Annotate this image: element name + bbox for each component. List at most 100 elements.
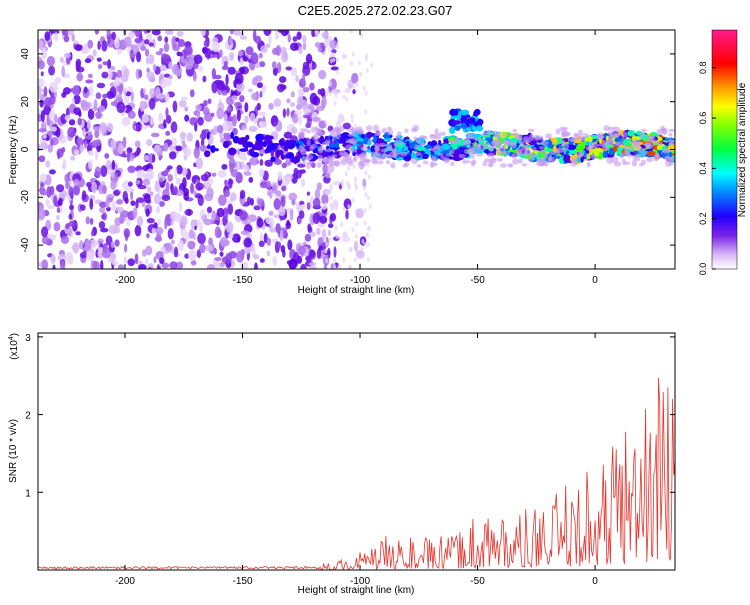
noise-blob	[250, 154, 259, 166]
signal-halo	[524, 149, 533, 156]
noise-blob	[124, 197, 129, 204]
signal-halo	[577, 129, 584, 137]
noise-blob	[91, 181, 98, 194]
noise-blob	[98, 105, 106, 113]
noise-blob	[216, 207, 225, 218]
noise-blob	[250, 197, 255, 206]
noise-blob	[285, 221, 292, 230]
signal-halo	[651, 139, 658, 146]
spectrogram-y-tick-label: 0	[20, 146, 31, 152]
signal-blob	[264, 135, 274, 141]
noise-blob	[94, 166, 102, 178]
noise-blob	[290, 67, 298, 77]
signal-halo	[306, 139, 311, 147]
burst-blob	[452, 120, 461, 125]
noise-blob	[223, 113, 228, 123]
noise-blob	[351, 72, 359, 84]
signal-halo	[365, 125, 373, 131]
noise-blob	[63, 35, 70, 43]
noise-blob	[113, 225, 121, 234]
signal-blob	[289, 143, 295, 149]
noise-blob	[123, 256, 128, 265]
noise-blob	[275, 190, 282, 197]
signal-halo	[496, 157, 503, 162]
noise-blob	[167, 228, 174, 240]
noise-blob	[159, 201, 165, 207]
signal-blob	[264, 139, 273, 145]
noise-blob	[169, 74, 173, 80]
signal-halo	[512, 152, 519, 157]
spectrogram-x-tick-label: -100	[350, 275, 370, 286]
signal-halo	[396, 131, 402, 137]
noise-blob	[113, 39, 120, 49]
signal-halo	[378, 142, 387, 148]
signal-blob	[425, 144, 431, 148]
noise-blob	[329, 195, 333, 201]
signal-halo	[403, 161, 410, 167]
noise-blob	[328, 237, 332, 243]
noise-blob	[327, 229, 332, 236]
noise-blob	[155, 226, 164, 235]
signal-halo	[473, 142, 479, 148]
signal-blob	[206, 132, 210, 140]
signal-blob	[410, 152, 417, 159]
noise-blob	[87, 108, 95, 120]
noise-blob	[76, 72, 83, 82]
noise-blob	[38, 109, 42, 115]
noise-blob	[285, 66, 293, 71]
signal-halo	[410, 127, 418, 133]
noise-blob	[173, 185, 178, 196]
signal-halo	[458, 153, 466, 159]
noise-blob	[302, 42, 307, 51]
noise-blob	[333, 246, 337, 258]
signal-halo	[642, 152, 647, 157]
noise-blob	[211, 211, 216, 222]
noise-blob	[198, 221, 203, 233]
noise-blob	[123, 88, 127, 96]
noise-blob	[206, 206, 213, 214]
snr-x-tick-label: -200	[115, 576, 135, 587]
noise-blob	[63, 52, 71, 58]
signal-blob	[237, 137, 244, 145]
noise-blob	[134, 30, 143, 38]
noise-blob	[256, 102, 261, 111]
noise-blob	[110, 170, 115, 179]
signal-halo	[422, 160, 429, 165]
noise-blob	[304, 233, 312, 242]
noise-blob	[60, 260, 66, 269]
signal-halo	[607, 131, 615, 136]
signal-blob	[441, 143, 451, 151]
noise-blob	[202, 100, 208, 107]
noise-blob	[211, 81, 218, 94]
noise-blob	[365, 53, 369, 59]
signal-halo	[573, 133, 580, 141]
noise-blob	[273, 198, 282, 210]
noise-blob	[67, 30, 75, 36]
noise-blob	[80, 99, 88, 108]
noise-blob	[50, 137, 59, 146]
noise-blob	[277, 241, 282, 249]
noise-blob	[41, 226, 49, 238]
colorbar-ticks: 0.0 0.2 0.4 0.6 0.8	[698, 61, 716, 275]
signal-blob	[210, 145, 216, 154]
noise-blob	[50, 126, 58, 132]
noise-blob	[283, 131, 293, 139]
noise-blob	[355, 208, 364, 219]
noise-blob	[111, 201, 117, 211]
signal-halo	[534, 134, 540, 141]
noise-blob	[154, 180, 160, 192]
noise-blob	[88, 85, 94, 97]
noise-blob	[122, 136, 127, 149]
noise-blob	[349, 30, 353, 34]
snr-scale-exponent: 4	[8, 336, 15, 340]
noise-blob	[363, 220, 367, 226]
noise-blob	[224, 60, 228, 68]
snr-x-tick-label: -150	[232, 576, 252, 587]
signal-blob	[244, 145, 249, 151]
noise-blob	[265, 43, 271, 48]
noise-blob	[165, 130, 171, 136]
noise-blob	[275, 45, 282, 56]
noise-blob	[309, 266, 317, 269]
signal-halo	[485, 130, 492, 134]
noise-blob	[192, 71, 197, 82]
